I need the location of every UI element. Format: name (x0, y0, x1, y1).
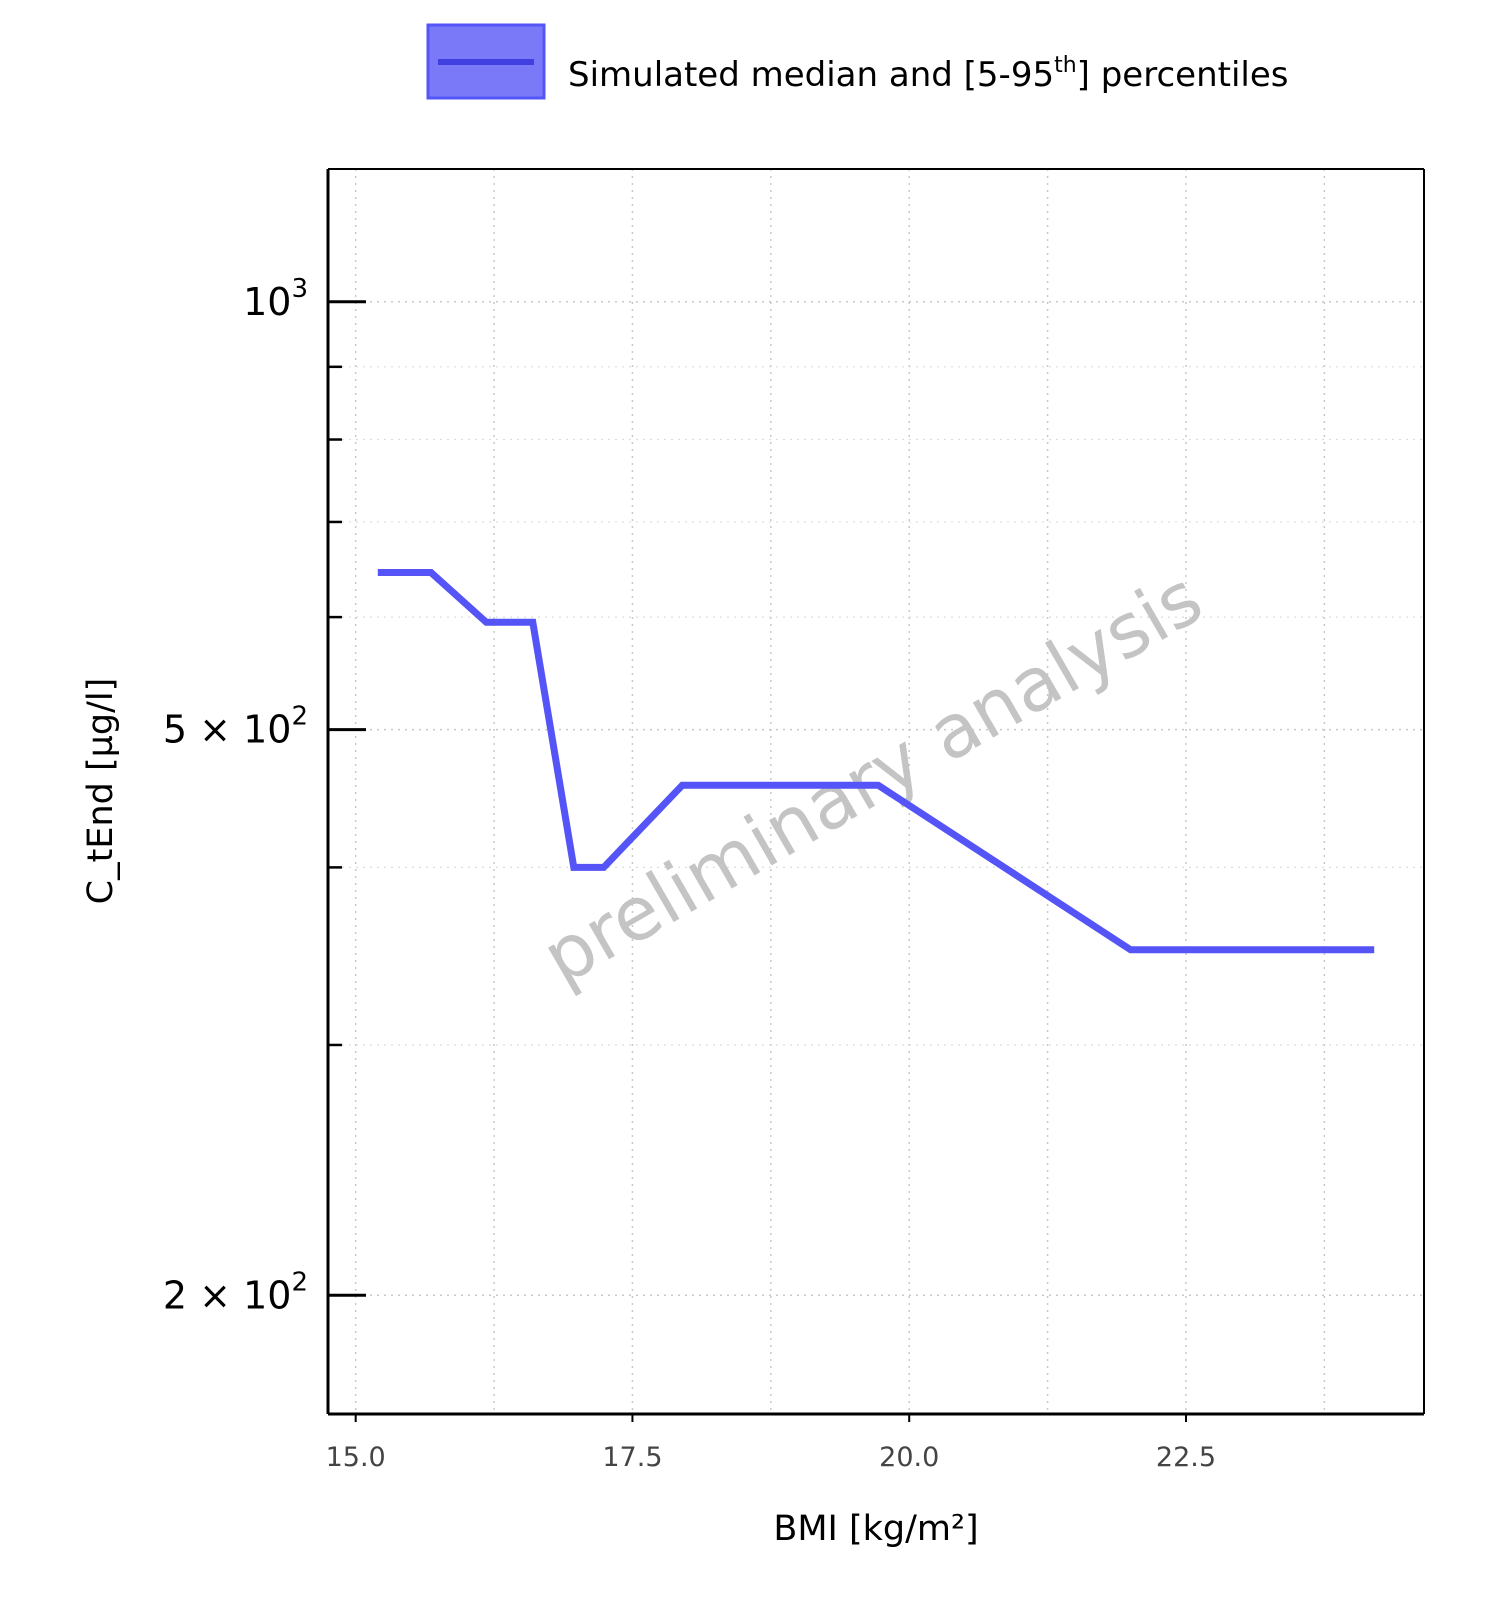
y-tick-label-mantissa: 10 (243, 280, 291, 324)
x-tick-label: 22.5 (1156, 1442, 1216, 1473)
y-tick-label-exponent: 3 (291, 274, 308, 304)
grid (328, 169, 1424, 1414)
y-tick-label-exponent: 2 (291, 702, 308, 732)
y-tick-label-mantissa: 5 × 10 (163, 708, 292, 752)
legend-label-prefix: Simulated median and [5-95 (568, 55, 1054, 95)
x-tick-label: 17.5 (602, 1442, 662, 1473)
plot-frame (326, 168, 1425, 1416)
y-tick-label: 5 × 102 (163, 702, 308, 752)
legend: Simulated median and [5-95th] percentile… (426, 23, 1288, 100)
y-tick-label: 103 (243, 274, 308, 324)
legend-label: Simulated median and [5-95th] percentile… (568, 53, 1288, 95)
series-line (377, 569, 1375, 954)
y-tick-label: 2 × 102 (163, 1267, 308, 1317)
y-tick-label-exponent: 2 (291, 1267, 308, 1297)
legend-label-superscript: th (1054, 53, 1077, 78)
y-tick-label-mantissa: 2 × 10 (163, 1273, 292, 1317)
legend-label-suffix: ] percentiles (1077, 55, 1289, 95)
x-axis-label: BMI [kg/m²] (773, 1509, 978, 1549)
x-tick-label: 15.0 (326, 1442, 386, 1473)
x-tick-label: 20.0 (879, 1442, 939, 1473)
series-layer (377, 569, 1375, 954)
y-axis-label: C_tEnd [µg/l] (81, 678, 121, 905)
